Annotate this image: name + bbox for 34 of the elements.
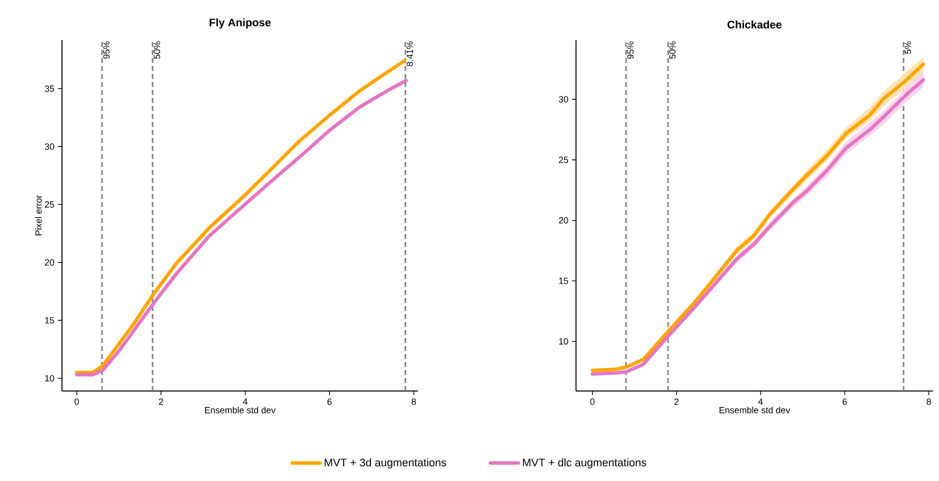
- y-tick-label: 10: [45, 375, 54, 382]
- annotation: 95%: [103, 42, 110, 59]
- x-tick-label: 0: [74, 398, 79, 405]
- legend-label: MVT + 3d augmentations: [324, 458, 446, 468]
- annotation: 50%: [154, 42, 160, 59]
- x-tick-label: 4: [242, 398, 248, 405]
- x-axis-title: Ensemble std dev: [205, 406, 276, 414]
- chart-title: Chickadee: [728, 20, 782, 28]
- x-tick-label: 4: [758, 398, 763, 405]
- y-tick-label: 15: [559, 278, 568, 284]
- x-tick-label: 0: [590, 398, 595, 405]
- y-tick-label: 15: [45, 317, 54, 324]
- annotation: 50%: [669, 42, 676, 59]
- y-tick-label: 35: [44, 85, 54, 92]
- x-tick-label: 8: [926, 398, 931, 405]
- annotation: 8.41%: [406, 42, 413, 66]
- x-tick-label: 6: [327, 398, 332, 405]
- y-tick-label: 25: [558, 156, 568, 164]
- chart-title: Fly Anipose: [210, 18, 271, 28]
- x-tick-label: 2: [158, 398, 164, 405]
- annotation: 5%: [904, 42, 912, 54]
- legend-label: MVT + dlc augmentations: [522, 458, 646, 468]
- y-tick-label: 30: [558, 96, 568, 102]
- y-tick-label: 20: [558, 217, 568, 224]
- x-tick-label: 2: [674, 398, 679, 405]
- x-tick-label: 6: [842, 398, 847, 405]
- y-tick-label: 30: [44, 143, 54, 150]
- annotation: 95%: [627, 42, 634, 59]
- y-tick-label: 20: [44, 259, 54, 266]
- y-axis-title: Pixel error: [35, 195, 42, 236]
- y-tick-label: 25: [44, 201, 54, 208]
- y-tick-label: 10: [559, 338, 568, 345]
- x-axis-title: Ensemble std dev: [720, 406, 790, 414]
- x-tick-label: 8: [412, 398, 416, 405]
